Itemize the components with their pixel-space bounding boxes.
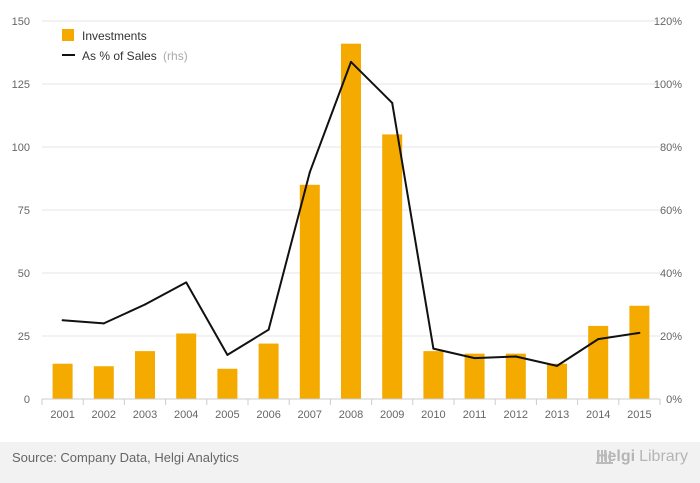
x-tick-label: 2008 [339, 409, 363, 421]
footer-bar [0, 442, 700, 483]
bar [176, 333, 197, 399]
legend-line-label: As % of Sales [82, 49, 157, 63]
legend-bar-label: Investments [82, 29, 147, 43]
bar [258, 343, 279, 399]
bar [505, 353, 526, 399]
bar [547, 363, 567, 399]
bar [341, 43, 361, 400]
bar-series [52, 43, 650, 400]
x-tick-label: 2002 [92, 409, 116, 421]
line-point [61, 319, 64, 322]
line-point [432, 347, 435, 350]
legend-bar-swatch [62, 29, 74, 41]
line-point [267, 328, 270, 331]
bar [93, 366, 114, 399]
x-tick-label: 2004 [174, 409, 198, 421]
y-tick-right: 0% [666, 394, 682, 406]
line-point [514, 355, 517, 358]
bar [588, 325, 609, 399]
y-tick-left: 50 [18, 268, 30, 280]
axes: 0 0% 25 20% 50 40% 75 60% 100 80% 125 100% 150 120% 20… [12, 16, 683, 421]
x-tick-label: 2012 [504, 409, 528, 421]
bar [629, 305, 650, 399]
x-tick-label: 2005 [215, 409, 239, 421]
library-icon [595, 450, 613, 464]
y-tick-right: 120% [654, 16, 682, 28]
y-tick-right: 20% [660, 331, 682, 343]
x-tick-label: 2015 [627, 409, 651, 421]
y-tick-left: 125 [12, 79, 30, 91]
line-series [61, 60, 641, 367]
line-point [638, 331, 641, 334]
bar [382, 134, 403, 399]
line-point [308, 171, 311, 174]
bar [464, 353, 485, 399]
investments-chart: 0 0% 25 20% 50 40% 75 60% 100 80% 125 100% 150 120% 20… [12, 16, 683, 421]
x-tick-label: 2006 [256, 409, 280, 421]
brand-light: Library [639, 448, 688, 465]
brand-logo[interactable]: Helgi Library [595, 448, 688, 466]
y-tick-left: 75 [18, 205, 30, 217]
x-tick-label: 2011 [463, 409, 487, 421]
x-tick-label: 2014 [586, 409, 610, 421]
y-tick-left: 150 [12, 16, 30, 28]
bar [135, 351, 155, 399]
line-point [597, 338, 600, 341]
x-tick-label: 2010 [421, 409, 445, 421]
legend: Investments As % of Sales (rhs) [62, 29, 188, 63]
source-text: Source: Company Data, Helgi Analytics [12, 450, 239, 465]
line-point [556, 364, 558, 367]
bar [299, 184, 320, 399]
x-tick-label: 2003 [133, 409, 157, 421]
x-tick-label: 2009 [380, 409, 404, 421]
line-point [102, 322, 105, 325]
y-tick-right: 60% [660, 205, 682, 217]
bar [423, 351, 444, 399]
bar [217, 368, 238, 399]
svg-text:As % of Sales (rhs): As % of Sales (rhs) [82, 49, 188, 63]
x-tick-label: 2001 [50, 409, 74, 421]
y-tick-left: 0 [24, 394, 30, 406]
y-tick-right: 40% [660, 268, 682, 280]
line-point [350, 60, 352, 63]
y-tick-right: 100% [654, 79, 682, 91]
legend-line-note: (rhs) [163, 49, 188, 63]
bar [52, 363, 73, 399]
line-point [391, 101, 394, 104]
y-tick-left: 25 [18, 331, 30, 343]
line-point [144, 303, 146, 306]
line-point [473, 357, 476, 360]
y-tick-left: 100 [12, 142, 30, 154]
x-tick-label: 2013 [545, 409, 569, 421]
y-tick-right: 80% [660, 142, 682, 154]
line-point [185, 281, 188, 284]
x-tick-label: 2007 [298, 409, 322, 421]
line-point [226, 353, 229, 356]
